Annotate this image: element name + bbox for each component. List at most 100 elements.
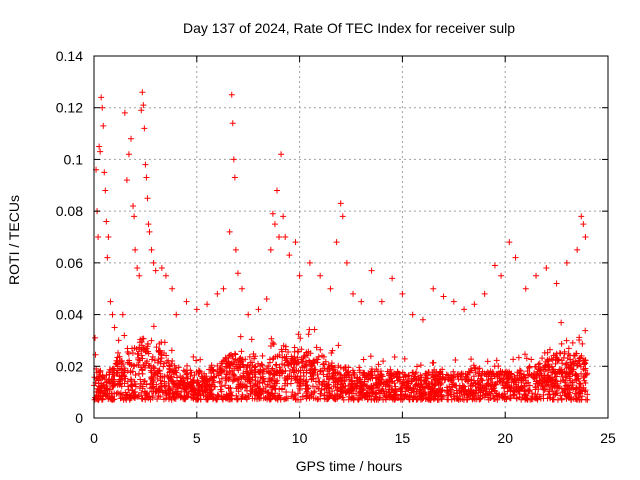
data-point-bg (581, 377, 588, 384)
data-point-bg (349, 367, 356, 374)
data-point-bg (439, 366, 446, 373)
grid-lines (94, 56, 608, 418)
data-point-bg (132, 372, 139, 379)
data-point-bg (270, 383, 277, 390)
data-point (204, 301, 211, 308)
data-point-bg (540, 395, 547, 402)
data-point-bg (153, 344, 160, 351)
data-point-bg (584, 396, 591, 403)
data-point-bg (183, 371, 190, 378)
data-point-bg (425, 391, 432, 398)
data-point-bg (152, 370, 159, 377)
data-point (143, 174, 150, 181)
data-point (229, 120, 236, 127)
data-point-bg (557, 378, 564, 385)
data-point-bg (336, 393, 343, 400)
data-point-bg (317, 346, 324, 353)
data-point (343, 259, 350, 266)
data-point-bg (444, 392, 451, 399)
data-point-bg (410, 394, 417, 401)
x-tick-label: 0 (90, 430, 98, 446)
data-point-bg (326, 365, 333, 372)
data-point-bg (125, 386, 132, 393)
data-point (105, 234, 112, 240)
data-point-bg (273, 380, 280, 387)
data-point-bg (269, 356, 276, 363)
data-point-bg (148, 388, 155, 395)
data-point-bg (92, 351, 99, 358)
data-point-bg (427, 385, 434, 392)
data-point-bg (297, 335, 304, 342)
data-point-bg (376, 395, 383, 402)
data-point-bg (252, 391, 259, 398)
data-point (533, 272, 540, 279)
data-point-bg (205, 383, 212, 390)
data-point (506, 239, 513, 246)
data-point-bg (179, 374, 186, 381)
data-point-bg (140, 362, 147, 369)
data-point-bg (114, 363, 121, 370)
data-point-bg (387, 366, 394, 373)
data-point (440, 293, 447, 300)
data-point-bg (510, 392, 517, 399)
data-point-bg (202, 393, 209, 400)
data-point-bg (259, 352, 266, 359)
data-point-bg (226, 374, 233, 381)
data-point-bg (323, 396, 330, 403)
data-point-bg (551, 369, 558, 376)
data-point-bg (533, 363, 540, 370)
data-point-bg (294, 354, 301, 361)
data-point (132, 246, 139, 253)
y-tick-label: 0.04 (56, 307, 83, 323)
data-point-bg (320, 361, 327, 368)
data-point-bg (111, 381, 118, 388)
data-point (115, 337, 122, 344)
data-point-bg (175, 391, 182, 398)
data-point-bg (306, 326, 313, 333)
data-point-bg (227, 384, 234, 391)
data-point-bg (237, 333, 244, 340)
data-point-bg (420, 378, 427, 385)
data-point (399, 290, 406, 297)
data-point-bg (399, 369, 406, 376)
data-point-bg (95, 396, 102, 403)
data-point (358, 298, 365, 305)
data-point-bg (476, 370, 483, 377)
data-point-bg (348, 374, 355, 381)
data-point-bg (128, 345, 135, 352)
data-point-bg (364, 389, 371, 396)
data-point-bg (317, 368, 324, 375)
axis-ticks: 0 5 10 15 20 25 0 0.02 0.04 0.06 0.08 0.1 0.12 0.14 (56, 48, 616, 446)
data-point-bg (225, 376, 232, 383)
data-point-bg (491, 387, 498, 394)
data-point (103, 218, 110, 225)
data-point-bg (296, 379, 303, 386)
data-point (183, 298, 190, 305)
data-point-bg (148, 367, 155, 374)
data-point-bg (337, 385, 344, 392)
data-point-bg (232, 376, 239, 383)
data-point-bg (578, 370, 585, 377)
data-point-bg (420, 384, 427, 391)
data-point-bg (126, 360, 133, 367)
data-point-bg (576, 396, 583, 403)
data-point-bg (276, 372, 283, 379)
data-point-bg (125, 383, 132, 390)
data-point (461, 306, 468, 313)
data-point-bg (304, 352, 311, 359)
data-point-bg (474, 384, 481, 391)
data-point-bg (558, 340, 565, 347)
data-point-bg (114, 381, 121, 388)
data-point-bg (526, 363, 533, 370)
data-point-bg (135, 350, 142, 357)
data-point-bg (563, 337, 570, 344)
data-point-bg (405, 380, 412, 387)
data-point-bg (111, 366, 118, 373)
data-point-bg (533, 394, 540, 401)
data-point-bg (138, 389, 145, 396)
data-point-bg (283, 395, 290, 402)
data-point-bg (95, 388, 102, 395)
data-point (368, 267, 375, 274)
data-point-bg (538, 382, 545, 389)
data-point-bg (553, 378, 560, 385)
